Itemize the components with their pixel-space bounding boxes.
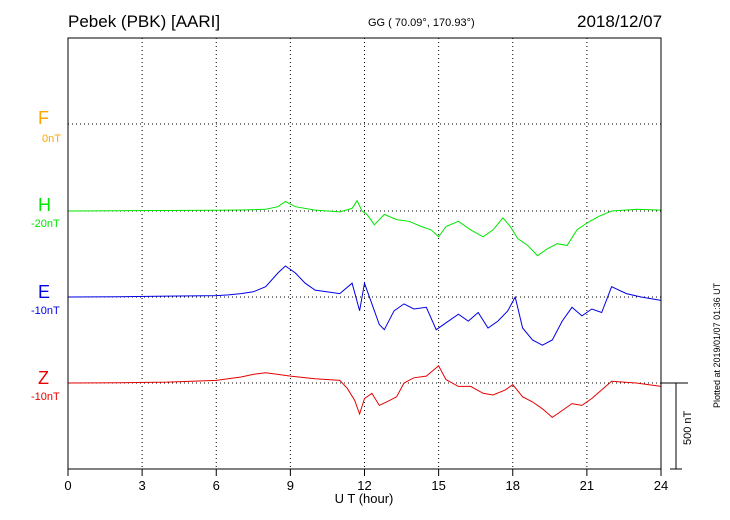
x-tick-label-4: 12 (357, 478, 371, 493)
date-label: 2018/12/07 (577, 12, 663, 31)
channel-f-name: F (38, 108, 49, 128)
series-group (67, 199, 662, 419)
x-ticks: 0 3 6 9 12 15 18 21 24 (64, 469, 668, 493)
x-tick-label-1: 3 (139, 478, 146, 493)
station-title: Pebek (PBK) [AARI] (68, 12, 221, 31)
series-line-e (67, 265, 662, 346)
x-tick-label-8: 24 (654, 478, 668, 493)
series-line-h (67, 199, 662, 257)
channel-e-offset: -10nT (31, 305, 60, 317)
channel-e-name: E (38, 282, 51, 302)
grid-lines (68, 38, 661, 469)
channel-f-offset: 0nT (42, 133, 61, 145)
x-tick-label-2: 6 (213, 478, 220, 493)
x-axis-label: U T (hour) (335, 491, 394, 506)
geographic-coordinates: GG ( 70.09°, 170.93°) (368, 17, 475, 29)
x-tick-label-0: 0 (64, 478, 71, 493)
scale-bar (661, 382, 688, 470)
x-tick-label-7: 21 (580, 478, 594, 493)
x-tick-label-3: 9 (287, 478, 294, 493)
channel-z-name: Z (38, 368, 49, 388)
channel-h-offset: -20nT (31, 218, 60, 230)
channel-h-name: H (38, 195, 51, 215)
channel-z-offset: -10nT (31, 391, 60, 403)
x-tick-label-6: 18 (506, 478, 520, 493)
series-line-z (67, 365, 662, 419)
x-tick-label-5: 15 (431, 478, 445, 493)
